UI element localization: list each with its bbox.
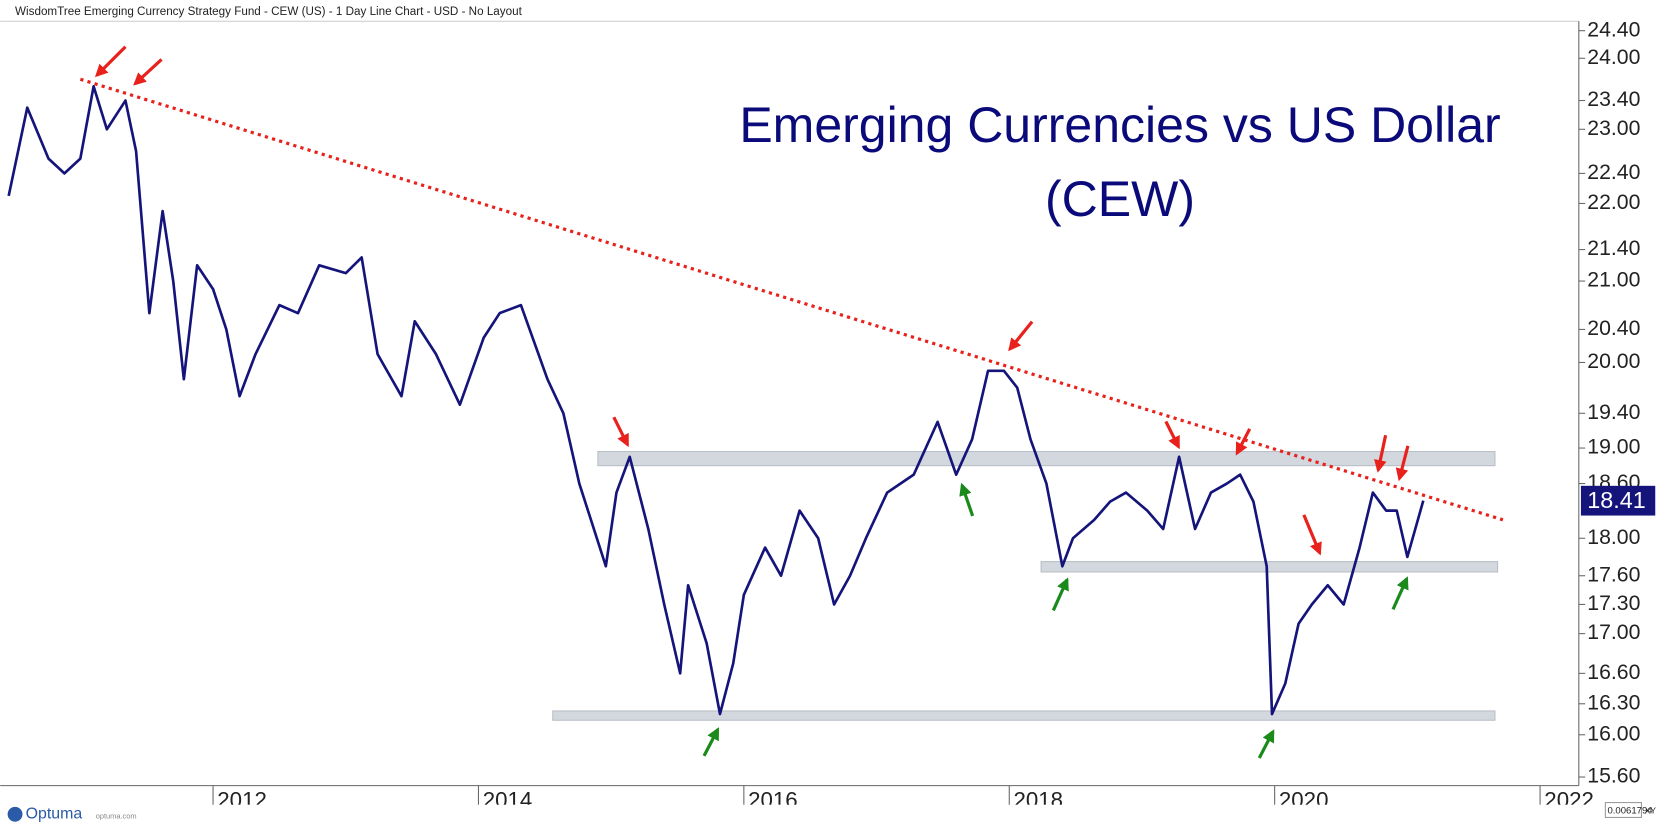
green-arrow <box>702 727 720 757</box>
logo-icon <box>7 806 23 822</box>
site-text: optuma.com <box>96 811 137 820</box>
support-band <box>552 710 1496 721</box>
red-arrow <box>1164 420 1181 450</box>
red-arrow <box>1235 428 1252 456</box>
green-arrow <box>1051 577 1069 612</box>
y-tick-label: 16.60 <box>1587 661 1640 684</box>
y-tick-label: 23.40 <box>1587 88 1640 111</box>
y-tick-label: 16.30 <box>1587 691 1640 714</box>
header-bar <box>0 0 1665 22</box>
y-tick-label: 24.00 <box>1587 46 1640 69</box>
price-line <box>7 84 1425 716</box>
chart-title: Emerging Currencies vs US Dollar (CEW) <box>739 97 1501 227</box>
red-arrow <box>1008 320 1034 352</box>
price-layer <box>7 84 1425 716</box>
header-text: WisdomTree Emerging Currency Strategy Fu… <box>15 5 523 18</box>
bands <box>79 77 1504 721</box>
y-tick-label: 22.40 <box>1587 161 1640 184</box>
y-tick-label: 21.00 <box>1587 269 1640 292</box>
red-arrow <box>612 416 630 448</box>
y-tick-label: 16.00 <box>1587 722 1640 745</box>
y-tick-label: 17.60 <box>1587 563 1640 586</box>
red-arrow <box>94 45 127 78</box>
last-price-badge <box>1580 485 1656 516</box>
y-tick-label: 18.00 <box>1587 526 1640 549</box>
red-arrow <box>1395 445 1410 482</box>
support-band <box>1040 561 1499 573</box>
y-tick-label: 19.00 <box>1587 436 1640 459</box>
last-price-label: 18.41 <box>1587 487 1645 513</box>
y-tick-label: 17.00 <box>1587 621 1640 644</box>
y-tick-label: 21.40 <box>1587 237 1640 260</box>
y-tick-label: 24.40 <box>1587 18 1640 41</box>
y-tick-label: 15.60 <box>1587 765 1640 788</box>
y-tick-label: 22.00 <box>1587 191 1640 214</box>
arrows <box>94 45 1410 759</box>
red-arrow <box>133 58 163 86</box>
y-tick-label: 20.40 <box>1587 317 1640 340</box>
green-arrow <box>959 482 975 517</box>
mode-text[interactable]: XY <box>1645 805 1657 815</box>
y-tick-label: 17.30 <box>1587 592 1640 615</box>
support-band <box>597 451 1496 467</box>
logo-text: Optuma <box>26 805 83 822</box>
red-arrow <box>1302 514 1322 556</box>
green-arrow <box>1391 576 1409 611</box>
y-tick-label: 19.40 <box>1587 401 1640 424</box>
trend-line <box>79 77 1504 522</box>
scale-box <box>1604 802 1642 818</box>
red-arrow <box>1374 434 1388 473</box>
green-arrow <box>1257 729 1275 759</box>
scale-text: 0.0061794 <box>1607 806 1653 817</box>
y-tick-label: 20.00 <box>1587 350 1640 373</box>
footer-bar <box>0 804 1665 827</box>
y-tick-label: 23.00 <box>1587 117 1640 140</box>
